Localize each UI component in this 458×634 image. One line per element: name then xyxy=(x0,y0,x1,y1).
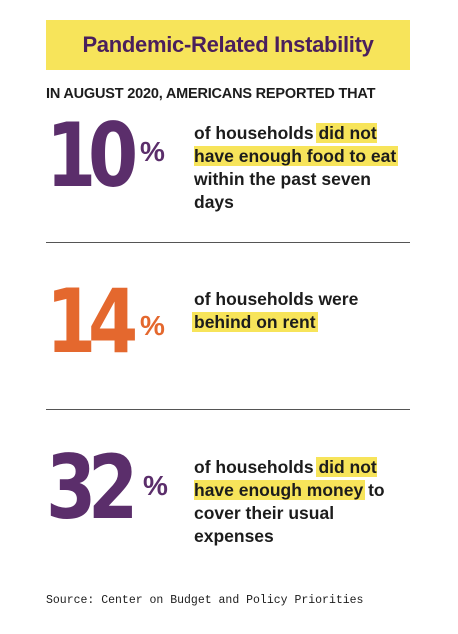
page-title: Pandemic-Related Instability xyxy=(82,32,374,57)
stat-number: 10 xyxy=(46,104,138,207)
stat-number: 14 xyxy=(46,270,138,373)
stat-percent-sign: % xyxy=(140,136,165,167)
stat-block-rent: 14 % of households were behind on rent xyxy=(46,278,416,388)
divider xyxy=(46,409,410,410)
stat-percent-sign: % xyxy=(143,470,168,501)
title-banner: Pandemic-Related Instability xyxy=(46,20,410,70)
stat-description: of households were behind on rent xyxy=(192,288,414,334)
stat-description: of households did not have enough money … xyxy=(194,456,414,548)
stat-text-after: to cover their usual expenses xyxy=(194,480,385,546)
stat-percent-sign: % xyxy=(140,310,165,341)
divider xyxy=(46,242,410,243)
stat-text-before: of households xyxy=(194,457,319,477)
source-note: Source: Center on Budget and Policy Prio… xyxy=(46,594,364,607)
subtitle: IN AUGUST 2020, AMERICANS REPORTED THAT xyxy=(46,86,376,102)
stat-text-after: within the past seven days xyxy=(194,169,371,212)
stat-text-before: of households were xyxy=(194,289,359,309)
stat-description: of households did not have enough food t… xyxy=(194,122,414,214)
stat-block-food: 10 % of households did not have enough f… xyxy=(46,112,416,222)
stat-text-before: of households xyxy=(194,123,319,143)
stat-highlight: behind on rent xyxy=(192,312,318,332)
stat-number: 32 xyxy=(46,436,138,539)
stat-block-money: 32 % of households did not have enough m… xyxy=(46,444,416,564)
